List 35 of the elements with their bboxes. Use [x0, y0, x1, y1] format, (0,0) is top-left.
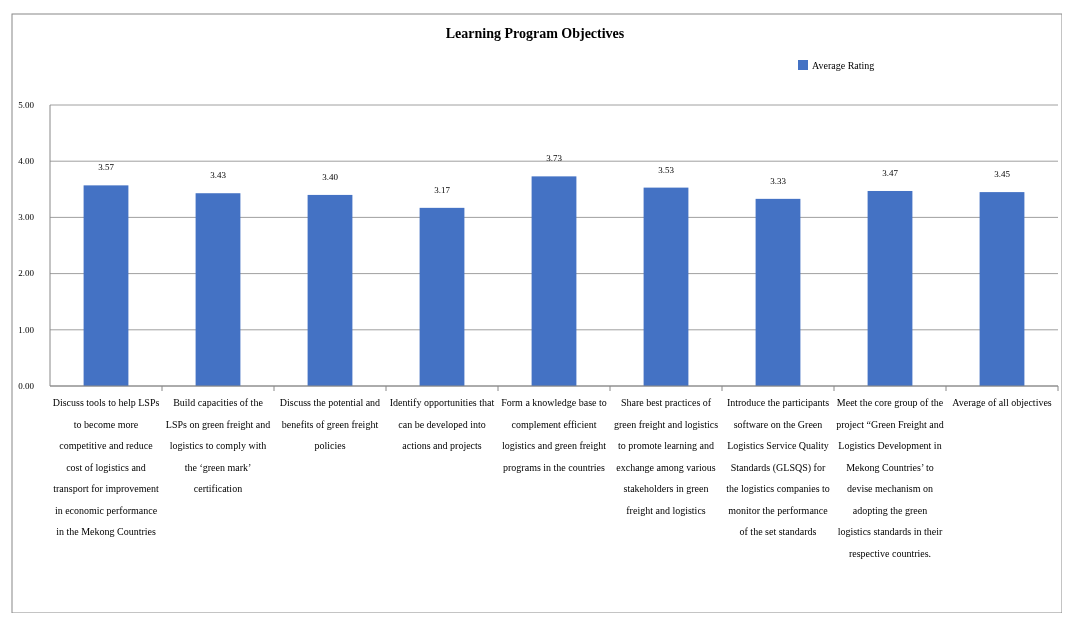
bar: [643, 187, 689, 386]
bar: [307, 194, 353, 386]
data-label: 3.43: [210, 170, 227, 181]
data-label: 3.40: [322, 171, 339, 182]
bar: [83, 185, 129, 386]
y-tick-label: 2.00: [18, 268, 35, 279]
bar: [531, 176, 577, 386]
bar: [195, 193, 241, 386]
bar: [419, 207, 465, 386]
x-tick-label: Discuss tools to help LSPs to become more competitive and reduce cost of logistics and transport for improvement in economic performance in the Mekong Countries: [52, 397, 160, 537]
bar: [867, 190, 913, 386]
y-tick-label: 4.00: [18, 156, 35, 167]
data-label: 3.47: [882, 167, 899, 178]
data-label: 3.17: [434, 184, 451, 195]
x-tick-label: Form a knowledge base to complement efficient logistics and green freight programs in the countries: [501, 397, 607, 473]
y-tick-label: 3.00: [18, 212, 35, 223]
data-label: 3.33: [770, 175, 787, 186]
x-tick-label: Average of all objectives: [952, 397, 1052, 408]
chart-title: Learning Program Objectives: [445, 26, 625, 41]
data-label: 3.45: [994, 169, 1011, 180]
y-tick-label: 5.00: [18, 99, 35, 110]
bar: [979, 192, 1025, 386]
data-label: 3.57: [98, 162, 115, 173]
x-tick-label: Introduce the participants software on the Green Logistics Service Quality Standards (GLSQS) for the logistics companies to monitor the performance of the set standards: [726, 397, 830, 537]
x-tick-label: Share best practices of green freight and logistics to promote learning and exchange among various stakeholders in green freight and logistics: [613, 397, 719, 516]
legend-label: Average Rating: [812, 60, 875, 71]
data-label: 3.73: [546, 153, 563, 164]
data-label: 3.53: [658, 164, 675, 175]
y-tick-label: 1.00: [18, 324, 35, 335]
x-tick-label: Build capacities of the LSPs on green freight and logistics to comply with the ‘green mark’ certification: [165, 397, 271, 494]
x-tick-label: Identify opportunities that can be developed into actions and projects: [389, 397, 495, 451]
x-tick-label: Meet the core group of the project “Green Freight and Logistics Development in Mekong Countries’ to devise mechanism on adopting the green logistics standards in their respective countries.: [836, 397, 944, 559]
bar: [755, 198, 801, 386]
y-tick-label: 0.00: [18, 380, 35, 391]
x-tick-label: Discuss the potential and benefits of green freight policies: [279, 397, 381, 451]
